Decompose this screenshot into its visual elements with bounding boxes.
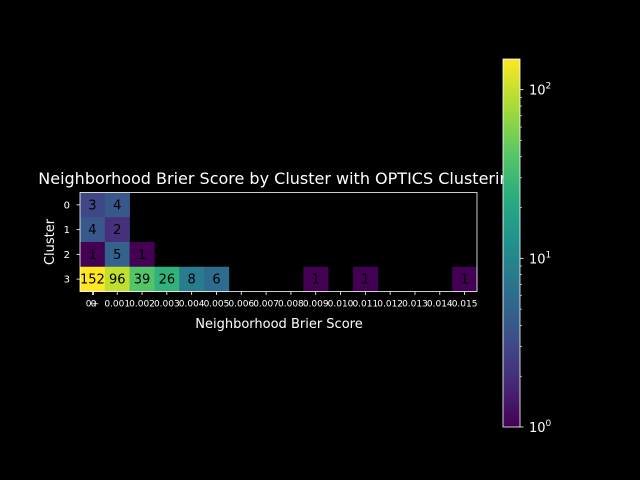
- cell-value-label: 6: [212, 273, 220, 288]
- cell-value-label: 39: [134, 273, 151, 288]
- plot-frame: [79, 192, 478, 292]
- heatmap-cell: [80, 192, 106, 218]
- heatmap-cell: [104, 266, 130, 292]
- heatmap-cell: [204, 266, 230, 292]
- cell-value-label: 1: [138, 248, 146, 263]
- x-tick-label: 0.003: [154, 300, 180, 310]
- heatmap-cell: [452, 266, 478, 292]
- y-tick-label: 1: [64, 225, 70, 236]
- x-tick-label: 0.011: [352, 300, 378, 310]
- x-tick-label: 0.012: [377, 300, 403, 310]
- cell-value-label: 3: [88, 198, 96, 213]
- heatmap-cell: [154, 266, 180, 292]
- heatmap-cell: [129, 266, 155, 292]
- y-tick-label: 2: [64, 250, 70, 261]
- cell-value-label: 4: [113, 198, 121, 213]
- cell-value-label: 1: [361, 273, 369, 288]
- chart-title: Neighborhood Brier Score by Cluster with…: [38, 169, 519, 188]
- x-tick-label: 0.005: [204, 300, 230, 310]
- x-tick-label: 0+: [86, 300, 99, 310]
- x-axis-ticks: 00+ 0.001 0.002 0.003 0.004 0.005 0.006 0.007 0.…: [86, 291, 478, 310]
- heatmap-cell: [80, 242, 106, 268]
- heatmap-cell: [179, 266, 205, 292]
- heatmap-cell: [80, 217, 106, 243]
- x-tick-label: 0.001: [104, 300, 130, 310]
- x-tick-label: 0.014: [427, 300, 453, 310]
- x-tick-label: 0.002: [129, 300, 155, 310]
- x-axis-label: Neighborhood Brier Score: [195, 317, 362, 332]
- y-tick-label: 3: [64, 275, 70, 286]
- cell-value-label: 152: [80, 273, 105, 288]
- heatmap-cell: [80, 266, 106, 292]
- cell-value-label: 26: [159, 273, 176, 288]
- x-tick-label: 0.007: [253, 300, 279, 310]
- y-axis-label: Cluster: [43, 218, 58, 265]
- x-tick-label: 0.008: [278, 300, 304, 310]
- cell-value-label: 8: [188, 273, 196, 288]
- heatmap-cell: [104, 217, 130, 243]
- colorbar-tick-label: 102: [529, 82, 551, 99]
- heatmap-cell: [352, 266, 379, 292]
- heatmap-cells: 3 4 4 2 1 5 1 152 96 39 26 8 6 1 1 1: [80, 192, 478, 292]
- x-tick-label: 0.015: [452, 300, 478, 310]
- x-tick-label: 0: [91, 300, 97, 310]
- heatmap-cell: [129, 242, 155, 268]
- y-tick-label: 0: [64, 200, 70, 211]
- cell-value-label: 1: [460, 273, 468, 288]
- x-tick-label: 0.009: [303, 300, 329, 310]
- cell-value-label: 5: [113, 248, 121, 263]
- heatmap-cell: [104, 192, 130, 218]
- colorbar-tick-label: 101: [529, 250, 551, 267]
- x-tick-label: 0.006: [228, 300, 254, 310]
- x-tick-label: 0.004: [179, 300, 205, 310]
- x-tick-label: 0.010: [328, 300, 354, 310]
- cell-value-label: 1: [88, 248, 96, 263]
- cell-value-label: 96: [109, 273, 126, 288]
- x-tick-label: 0.013: [402, 300, 428, 310]
- heatmap-cell: [303, 266, 329, 292]
- heatmap-cell: [104, 242, 130, 268]
- colorbar: 100 101 102: [502, 58, 552, 436]
- y-axis-ticks: 0 1 2 3: [64, 200, 80, 286]
- colorbar-tick-label: 100: [529, 419, 552, 436]
- colorbar-gradient: [502, 58, 521, 428]
- cell-value-label: 1: [312, 273, 320, 288]
- cell-value-label: 2: [113, 223, 121, 238]
- cell-value-label: 4: [88, 223, 96, 238]
